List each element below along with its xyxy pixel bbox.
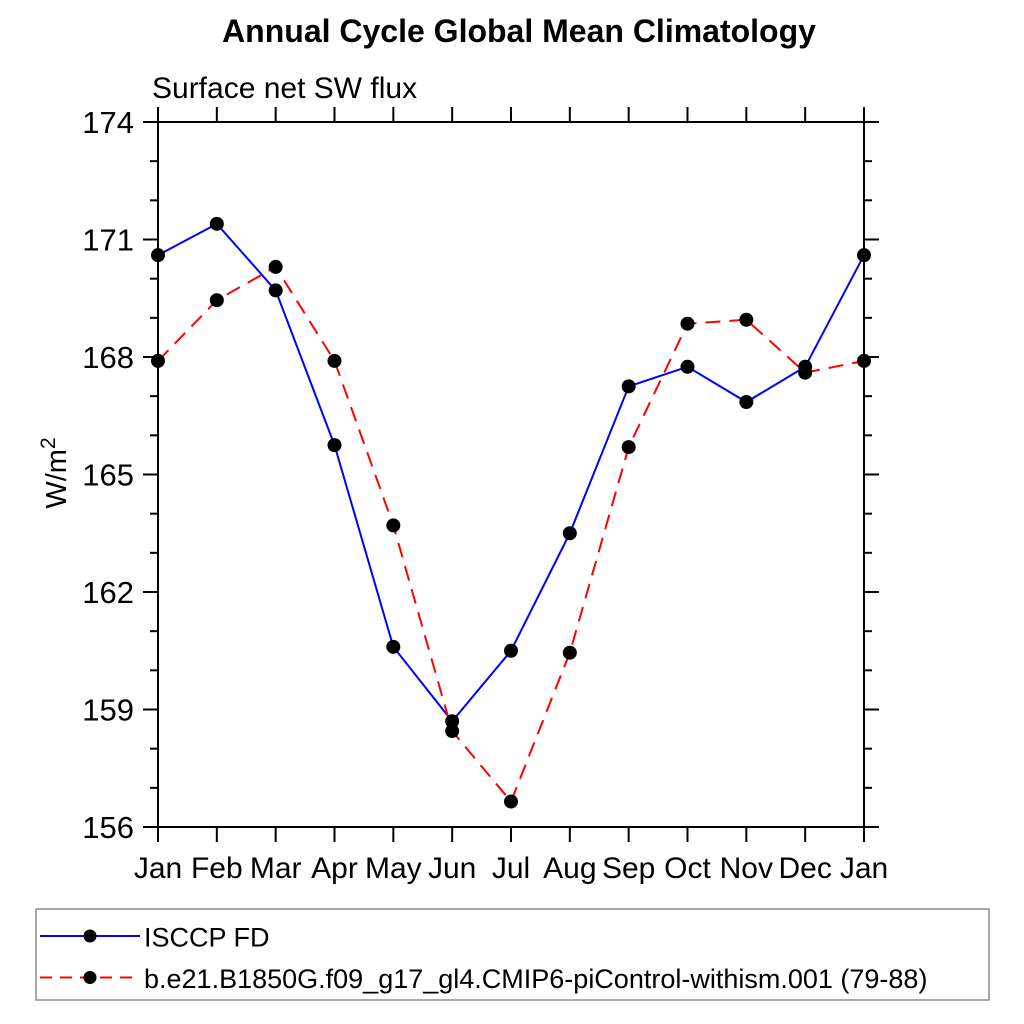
- data-point-marker-series-2: [386, 518, 401, 533]
- legend-label-2: b.e21.B1850G.f09_g17_gl4.CMIP6-piControl…: [144, 964, 927, 994]
- plot-border: [157, 121, 865, 828]
- data-point-marker-series-1: [562, 526, 577, 541]
- y-tick-label: 159: [82, 693, 134, 728]
- x-tick-label: Jul: [492, 852, 530, 885]
- data-point-marker-series-1: [857, 248, 871, 263]
- y-axis-label-base: W/m: [41, 449, 73, 509]
- x-tick-label: Feb: [191, 852, 243, 885]
- x-tick-label: Jan: [840, 852, 888, 885]
- x-tick-label: Jun: [428, 852, 476, 885]
- y-tick-label: 171: [82, 223, 134, 258]
- y-axis-label-superscript: 2: [37, 437, 60, 449]
- data-point-marker-series-2: [680, 316, 695, 331]
- data-point-marker-series-2: [327, 353, 342, 368]
- data-point-marker-series-2: [857, 353, 871, 368]
- y-tick-label: 174: [82, 105, 134, 140]
- data-point-marker-series-1: [151, 248, 165, 263]
- chart-title: Annual Cycle Global Mean Climatology: [222, 13, 816, 49]
- legend-box: [35, 908, 990, 1001]
- data-point-marker-series-1: [739, 395, 754, 410]
- y-tick-label: 168: [82, 340, 134, 375]
- data-point-marker-series-1: [680, 359, 695, 374]
- data-point-marker-series-1: [621, 379, 636, 394]
- data-point-marker-series-2: [504, 794, 518, 809]
- data-point-marker-series-1: [327, 438, 342, 453]
- x-tick-label: Mar: [250, 852, 302, 885]
- data-point-marker-series-1: [268, 283, 283, 298]
- data-point-marker-series-2: [621, 440, 636, 455]
- x-tick-label: Jan: [134, 852, 182, 885]
- data-point-marker-series-2: [209, 293, 224, 308]
- data-point-marker-series-2: [798, 365, 813, 380]
- data-point-marker-series-2: [445, 724, 460, 739]
- y-tick-label: 165: [82, 458, 134, 493]
- data-point-marker-series-2: [268, 259, 283, 274]
- data-point-marker-series-1: [504, 643, 518, 658]
- legend-label-1: ISCCP FD: [144, 923, 270, 953]
- y-axis-label: W/m2: [37, 437, 73, 508]
- y-tick-label: 162: [82, 575, 134, 610]
- data-point-marker-series-2: [151, 353, 165, 368]
- data-point-marker-series-2: [739, 312, 754, 327]
- chart-subtitle: Surface net SW flux: [152, 72, 417, 105]
- x-tick-label: Nov: [720, 852, 773, 885]
- x-tick-label: Dec: [778, 852, 831, 885]
- x-tick-label: Oct: [664, 852, 711, 885]
- y-tick-label: 156: [82, 810, 134, 845]
- legend-marker-1: [83, 929, 97, 943]
- series-line-2: [157, 265, 865, 804]
- x-tick-label: May: [365, 852, 422, 885]
- data-point-marker-series-2: [562, 645, 577, 660]
- x-tick-label: Apr: [311, 852, 358, 885]
- data-point-marker-series-1: [209, 216, 224, 231]
- x-tick-label: Sep: [602, 852, 655, 885]
- data-point-marker-series-1: [445, 714, 460, 729]
- x-tick-label: Aug: [543, 852, 596, 885]
- data-point-marker-series-1: [386, 639, 401, 654]
- legend-marker-2: [83, 971, 97, 984]
